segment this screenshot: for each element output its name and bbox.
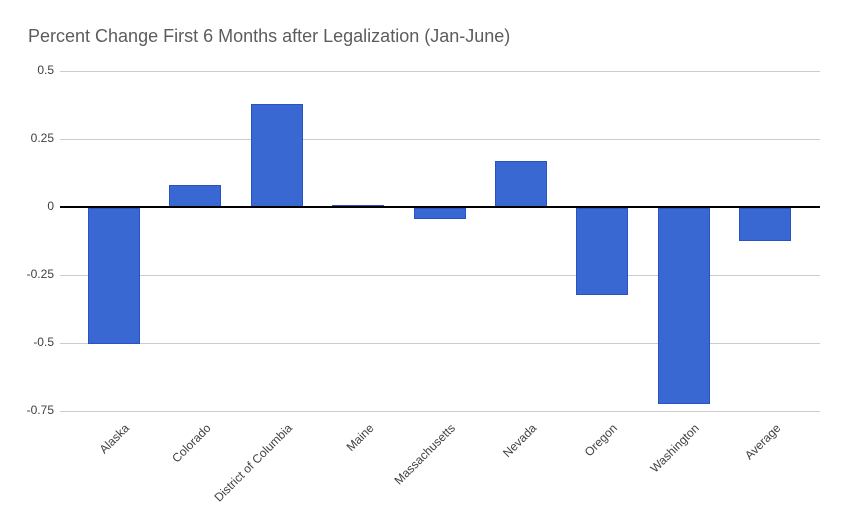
gridline--0.5: [60, 342, 820, 344]
chart-title: Percent Change First 6 Months after Lega…: [28, 26, 511, 46]
gridline--0.25: [60, 274, 820, 276]
x-axis-label-washington: Washington: [647, 421, 702, 476]
gridline-0.25: [60, 138, 820, 140]
x-axis-label-alaska: Alaska: [96, 421, 132, 457]
y-axis-tick-label: -0.5: [33, 335, 54, 349]
bar-massachusetts: [413, 208, 466, 219]
x-axis-zero-line: [60, 206, 820, 208]
y-axis-tick-label: 0.5: [37, 63, 54, 77]
x-axis-label-maine: Maine: [343, 421, 377, 455]
bar-district-of-columbia: [250, 103, 303, 207]
x-axis-label-nevada: Nevada: [499, 421, 539, 461]
bar-alaska: [88, 208, 140, 344]
x-axis-label-colorado: Colorado: [168, 421, 214, 466]
bar-average: [739, 208, 792, 241]
bar-colorado: [169, 185, 222, 207]
y-axis-tick-label: 0: [47, 199, 54, 213]
x-axis-label-district-of-columbia: District of Columbia: [211, 421, 295, 505]
bar-nevada: [495, 160, 547, 207]
y-axis-tick-label: 0.25: [30, 131, 54, 145]
gridline-0.5: [60, 70, 820, 72]
x-axis-label-massachusetts: Massachusetts: [391, 421, 458, 488]
x-axis-label-average: Average: [741, 421, 784, 463]
bar-oregon: [576, 208, 629, 296]
x-axis-label-oregon: Oregon: [582, 421, 621, 460]
gridline--0.75: [60, 410, 820, 412]
y-axis-tick-label: -0.75: [26, 403, 54, 417]
y-axis-tick-label: -0.25: [26, 267, 54, 281]
bar-washington: [657, 208, 710, 404]
